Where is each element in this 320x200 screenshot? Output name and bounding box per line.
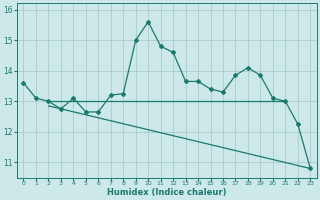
X-axis label: Humidex (Indice chaleur): Humidex (Indice chaleur)	[107, 188, 227, 197]
